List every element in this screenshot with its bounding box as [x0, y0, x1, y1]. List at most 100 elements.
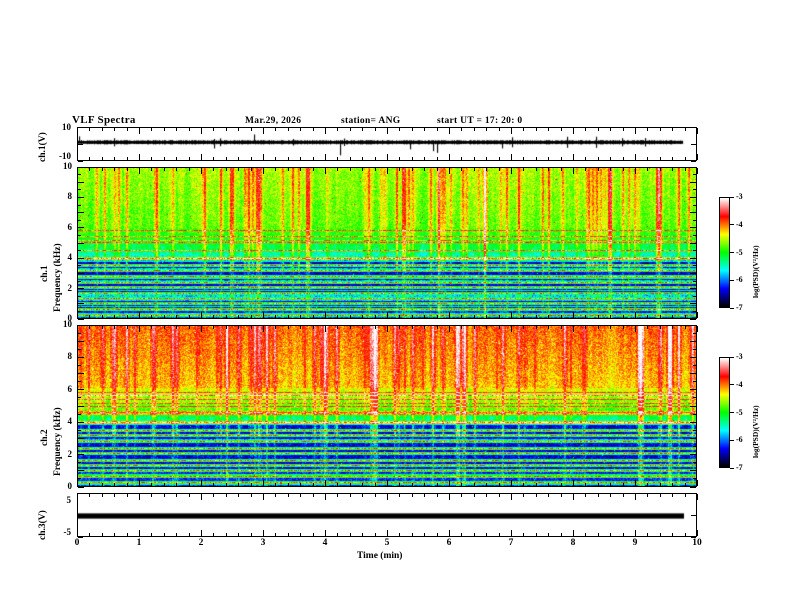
- x-tick-top: [263, 326, 265, 332]
- x-tick-bottom: [436, 314, 438, 318]
- x-tick-bottom: [300, 156, 302, 160]
- x-tick-label: 10: [692, 538, 702, 548]
- x-tick-top: [473, 326, 475, 330]
- x-tick-top: [126, 326, 128, 330]
- ch2-y-tick-right: [692, 381, 696, 383]
- x-tick-bottom: [486, 532, 488, 536]
- x-tick-top: [151, 326, 153, 330]
- x-tick-label: 4: [322, 538, 328, 548]
- x-tick-bottom: [225, 314, 227, 318]
- ch1-cbar-tick: [730, 252, 734, 254]
- x-tick-bottom: [275, 156, 277, 160]
- ch1-cbar-tick-label: -7: [736, 303, 743, 312]
- x-tick-top: [387, 128, 389, 134]
- x-tick-bottom: [635, 312, 637, 318]
- x-tick-bottom: [89, 482, 91, 486]
- x-tick-bottom: [362, 156, 364, 160]
- x-tick-top: [201, 168, 203, 174]
- x-tick-bottom: [585, 156, 587, 160]
- ch1-cbar-tick: [730, 224, 734, 226]
- x-tick-top: [560, 168, 562, 172]
- ch2-cbar-tick-label: -6: [736, 435, 743, 445]
- ch2-spectrogram-image: [78, 326, 696, 486]
- x-tick-bottom: [151, 532, 153, 536]
- x-tick-bottom: [659, 482, 661, 486]
- x-tick-top: [684, 326, 686, 330]
- x-tick-bottom: [287, 314, 289, 318]
- x-tick-top: [486, 168, 488, 172]
- x-tick-bottom: [188, 482, 190, 486]
- x-tick-top: [473, 168, 475, 172]
- x-tick-bottom: [436, 482, 438, 486]
- x-tick-top: [250, 494, 252, 498]
- x-tick-bottom: [498, 532, 500, 536]
- x-tick-bottom: [201, 480, 203, 486]
- x-tick-bottom: [263, 530, 265, 536]
- x-tick-bottom: [250, 156, 252, 160]
- x-tick-bottom: [461, 156, 463, 160]
- x-tick-bottom: [287, 532, 289, 536]
- x-tick-top: [337, 168, 339, 172]
- ch1-y-tick-label: 8: [67, 191, 73, 202]
- x-tick-bottom: [225, 156, 227, 160]
- x-tick-top: [201, 128, 203, 134]
- x-tick-top: [659, 326, 661, 330]
- x-tick-bottom: [349, 482, 351, 486]
- x-tick-bottom: [535, 482, 537, 486]
- x-tick-top: [573, 326, 575, 332]
- ch2-y-tick-right: [692, 478, 696, 480]
- ch1-spectrogram-ylabel-sub: ch.1: [40, 265, 50, 282]
- x-tick-bottom: [238, 532, 240, 536]
- ch1-y-tick-left: [78, 234, 82, 236]
- x-tick-bottom: [163, 482, 165, 486]
- x-tick-bottom: [225, 482, 227, 486]
- x-tick-top: [573, 168, 575, 174]
- header-station: station= ANG: [341, 116, 401, 126]
- x-tick-bottom: [114, 482, 116, 486]
- x-tick-bottom: [461, 482, 463, 486]
- ch2-cbar-tick-label: -7: [736, 463, 743, 472]
- ch2-y-tick-left: [78, 437, 84, 439]
- x-tick-bottom: [548, 156, 550, 160]
- x-tick-bottom: [411, 532, 413, 536]
- x-tick-bottom: [300, 482, 302, 486]
- x-tick-bottom: [424, 532, 426, 536]
- ch1-y-tick-left: [78, 250, 82, 252]
- ch1-y-tick-right: [690, 212, 696, 214]
- x-tick-bottom: [89, 156, 91, 160]
- ch1-spectrogram-image: [78, 168, 696, 318]
- x-tick-top: [201, 494, 203, 500]
- x-tick-top: [362, 128, 364, 132]
- x-tick-top: [585, 128, 587, 132]
- x-tick-bottom: [684, 156, 686, 160]
- x-tick-bottom: [399, 314, 401, 318]
- x-tick-bottom: [597, 314, 599, 318]
- ch1-y-tick-left: [78, 280, 82, 282]
- x-tick-bottom: [573, 480, 575, 486]
- ch2-y-tick-right: [690, 454, 696, 456]
- x-tick-top: [362, 326, 364, 330]
- x-tick-top: [573, 494, 575, 500]
- x-tick-top: [287, 128, 289, 132]
- ch1-y-tick-left: [78, 318, 84, 320]
- x-tick-top: [325, 326, 327, 332]
- x-tick-top: [461, 168, 463, 172]
- x-tick-bottom: [337, 314, 339, 318]
- x-tick-top: [300, 168, 302, 172]
- ch2-y-tick-right: [692, 332, 696, 334]
- x-tick-top: [424, 168, 426, 172]
- x-tick-top: [263, 128, 265, 134]
- ch1-cbar-tick: [730, 307, 734, 309]
- ch2-y-tick-left: [78, 332, 82, 334]
- x-tick-bottom: [610, 314, 612, 318]
- x-tick-top: [411, 494, 413, 498]
- x-tick-top: [188, 326, 190, 330]
- x-tick-bottom: [126, 532, 128, 536]
- x-tick-bottom: [697, 480, 699, 486]
- wave-y-tick-left: [78, 536, 83, 538]
- x-tick-bottom: [213, 156, 215, 160]
- ch2-y-tick-right: [692, 365, 696, 367]
- x-tick-top: [461, 494, 463, 498]
- x-tick-top: [126, 128, 128, 132]
- x-tick-bottom: [77, 480, 79, 486]
